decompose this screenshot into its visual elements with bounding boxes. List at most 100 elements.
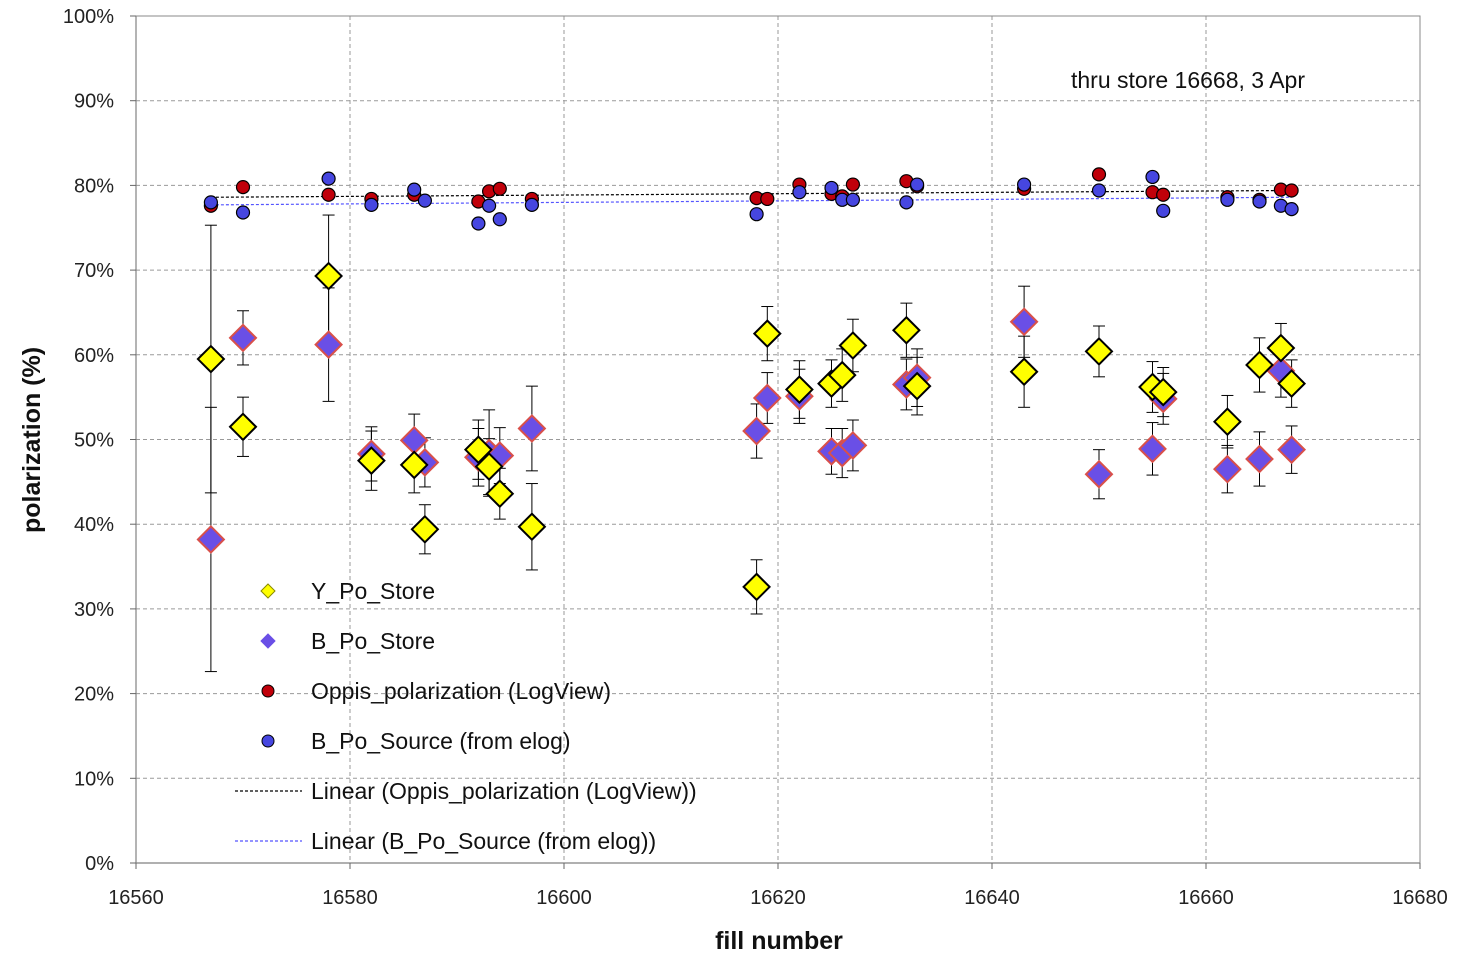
y-tick-label: 80% bbox=[74, 175, 114, 197]
data-point-circle bbox=[845, 192, 861, 207]
data-point-circle bbox=[899, 195, 914, 210]
data-point-diamond bbox=[752, 383, 782, 413]
data-point-diamond bbox=[356, 446, 386, 476]
y-tick-label: 100% bbox=[63, 6, 114, 28]
x-tick-label: 16580 bbox=[322, 887, 378, 909]
legend-label: Y_Po_Store bbox=[311, 578, 435, 604]
y-tick-label: 20% bbox=[74, 684, 114, 706]
data-point-circle bbox=[417, 193, 432, 208]
data-point-diamond bbox=[314, 261, 344, 291]
data-point-circle bbox=[321, 171, 336, 186]
data-point-diamond bbox=[228, 323, 258, 353]
legend-label: Oppis_polarization (LogView) bbox=[311, 678, 611, 704]
y-tick-label: 60% bbox=[74, 345, 114, 367]
data-point-diamond bbox=[1084, 459, 1114, 489]
data-point-diamond bbox=[463, 435, 493, 465]
data-point-diamond bbox=[1009, 307, 1039, 337]
data-point-circle bbox=[824, 180, 839, 196]
y-tick-label: 40% bbox=[74, 514, 114, 536]
data-point-circle bbox=[1091, 167, 1107, 182]
data-point-circle bbox=[909, 177, 925, 192]
x-tick-label: 16600 bbox=[536, 887, 592, 909]
data-point-circle bbox=[492, 212, 507, 227]
legend-marker bbox=[260, 633, 276, 649]
data-point-diamond bbox=[752, 319, 782, 349]
data-point-circle bbox=[1252, 194, 1267, 209]
legend-label: Linear (Oppis_polarization (LogView)) bbox=[311, 778, 697, 804]
legend-label: B_Po_Source (from elog) bbox=[311, 728, 571, 754]
data-point-diamond bbox=[1245, 444, 1274, 474]
data-point-diamond bbox=[1277, 435, 1307, 465]
data-point-circle bbox=[321, 187, 336, 202]
data-point-diamond bbox=[399, 450, 429, 480]
data-point-diamond bbox=[742, 572, 772, 602]
data-point-diamond bbox=[1277, 369, 1307, 399]
data-point-circle bbox=[792, 185, 807, 200]
data-point-circle bbox=[235, 179, 251, 195]
data-point-circle bbox=[1016, 177, 1032, 192]
y-tick-label: 0% bbox=[85, 853, 114, 875]
data-point-diamond bbox=[1084, 336, 1114, 366]
data-point-diamond bbox=[1212, 454, 1242, 484]
x-axis-title: fill number bbox=[715, 927, 843, 955]
data-point-circle bbox=[1220, 192, 1235, 207]
y-axis-title: polarization (%) bbox=[18, 347, 46, 533]
data-point-diamond bbox=[1212, 407, 1242, 437]
data-point-circle bbox=[1284, 202, 1299, 217]
data-point-circle bbox=[492, 181, 507, 196]
y-tick-label: 10% bbox=[74, 768, 114, 790]
data-markers bbox=[196, 167, 1307, 602]
data-point-diamond bbox=[827, 360, 857, 390]
legend-marker bbox=[260, 583, 276, 599]
data-point-diamond bbox=[784, 375, 814, 404]
data-point-circle bbox=[203, 195, 218, 210]
x-tick-label: 16640 bbox=[964, 887, 1020, 909]
data-point-circle bbox=[845, 177, 861, 192]
y-tick-label: 30% bbox=[74, 599, 114, 621]
data-point-diamond bbox=[1148, 377, 1178, 407]
data-point-diamond bbox=[314, 330, 344, 360]
data-point-diamond bbox=[410, 514, 440, 544]
data-point-diamond bbox=[196, 525, 226, 554]
data-point-diamond bbox=[902, 371, 932, 401]
data-point-diamond bbox=[228, 412, 258, 442]
data-point-diamond bbox=[838, 431, 868, 460]
x-tick-label: 16620 bbox=[750, 887, 806, 909]
legend-label: Linear (B_Po_Source (from elog)) bbox=[311, 828, 656, 854]
data-point-diamond bbox=[742, 416, 772, 446]
data-point-circle bbox=[1156, 203, 1171, 218]
data-point-circle bbox=[524, 197, 540, 212]
data-point-diamond bbox=[838, 331, 868, 360]
data-point-circle bbox=[407, 182, 422, 197]
y-tick-label: 90% bbox=[74, 91, 114, 113]
data-point-diamond bbox=[1266, 333, 1296, 363]
data-point-circle bbox=[1284, 183, 1299, 198]
data-point-diamond bbox=[517, 512, 547, 542]
x-tick-label: 16660 bbox=[1178, 887, 1234, 909]
data-point-circle bbox=[760, 191, 775, 207]
legend-marker bbox=[261, 734, 275, 748]
data-point-diamond bbox=[196, 344, 226, 374]
data-point-circle bbox=[364, 197, 379, 212]
data-point-diamond bbox=[1009, 357, 1039, 387]
data-point-circle bbox=[1091, 183, 1107, 198]
legend-label: B_Po_Store bbox=[311, 628, 435, 654]
data-point-diamond bbox=[517, 414, 547, 443]
chart-annotation: thru store 16668, 3 Apr bbox=[1071, 67, 1305, 93]
data-point-circle bbox=[1145, 169, 1160, 185]
data-point-circle bbox=[471, 216, 486, 231]
data-point-diamond bbox=[399, 425, 429, 455]
x-tick-label: 16560 bbox=[108, 887, 164, 909]
y-tick-label: 50% bbox=[74, 430, 114, 452]
x-axis-ticks: 16560 16580 16600 16620 16640 16660 16680 bbox=[108, 863, 1448, 909]
data-point-circle bbox=[1156, 187, 1171, 202]
data-point-circle bbox=[749, 207, 764, 222]
data-point-circle bbox=[482, 198, 497, 213]
data-point-diamond bbox=[474, 452, 504, 482]
legend: Y_Po_Store B_Po_Store Oppis_polarization (… bbox=[235, 578, 697, 854]
data-point-circle bbox=[235, 205, 251, 220]
x-tick-label: 16680 bbox=[1392, 887, 1448, 909]
data-point-diamond bbox=[891, 315, 921, 345]
y-axis-ticks: 0% 10% 20% 30% 40% 50% 60% 70% 80% 90% 100% bbox=[63, 6, 136, 875]
